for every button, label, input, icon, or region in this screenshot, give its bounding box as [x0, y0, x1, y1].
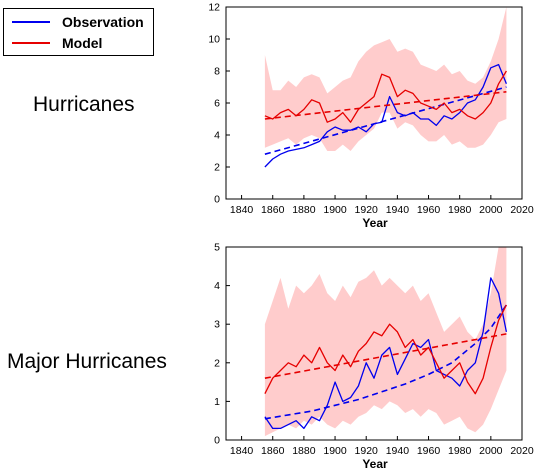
model-line [264, 304, 507, 395]
y-tick-label: 2 [214, 357, 220, 369]
observation-line [264, 277, 508, 430]
legend-swatch-observation [12, 21, 50, 23]
legend-item-model: Model [4, 33, 102, 53]
observation-trend-line [264, 304, 508, 420]
axes-frame [225, 246, 523, 441]
legend-item-observation: Observation [4, 12, 144, 32]
y-tick-label: 5 [214, 242, 220, 254]
x-tick-label: 2020 [510, 204, 534, 216]
plot-area [264, 247, 508, 437]
chart-legend: Observation Model [3, 8, 154, 56]
y-tick-label: 1 [214, 396, 220, 408]
x-tick-label: 1900 [323, 204, 347, 216]
legend-label-model: Model [62, 35, 103, 51]
x-tick-label: 1860 [261, 204, 285, 216]
x-tick-label: 1940 [386, 445, 410, 457]
x-tick-label: 1960 [417, 445, 441, 457]
legend-label-observation: Observation [62, 14, 144, 30]
x-tick-label: 1880 [292, 445, 316, 457]
x-tick-label: 1860 [261, 445, 285, 457]
x-tick-label: 2000 [479, 445, 503, 457]
model-uncertainty-band [264, 247, 507, 437]
x-tick-label: 1920 [355, 204, 379, 216]
plot-area [264, 7, 508, 168]
x-tick-label: 1840 [230, 204, 254, 216]
x-axis-label: Year [362, 216, 388, 230]
legend-swatch-model [12, 42, 50, 44]
x-tick-label: 2000 [479, 204, 503, 216]
x-tick-label: 1900 [323, 445, 347, 457]
y-tick-label: 8 [214, 66, 220, 78]
model-trend-line [264, 333, 507, 379]
model-line [264, 70, 507, 123]
y-tick-label: 4 [214, 130, 220, 142]
panel-label-major-hurricanes: Major Hurricanes [7, 350, 167, 373]
y-tick-label: 4 [214, 280, 220, 292]
y-tick-label: 0 [214, 194, 220, 206]
panel-label-hurricanes: Hurricanes [33, 93, 135, 116]
x-tick-label: 2020 [510, 445, 534, 457]
y-tick-label: 12 [208, 2, 220, 14]
x-tick-label: 1880 [292, 204, 316, 216]
y-tick-label: 0 [214, 435, 220, 447]
x-tick-label: 1980 [448, 445, 472, 457]
x-tick-label: 1980 [448, 204, 472, 216]
model-uncertainty-band [264, 7, 507, 151]
x-axis-label: Year [362, 457, 388, 471]
observation-trend-line [264, 86, 507, 155]
y-tick-label: 3 [214, 319, 220, 331]
x-tick-label: 1840 [230, 445, 254, 457]
y-tick-label: 6 [214, 98, 220, 110]
x-tick-label: 1960 [417, 204, 441, 216]
y-tick-label: 2 [214, 162, 220, 174]
x-tick-label: 1940 [386, 204, 410, 216]
model-trend-line [264, 91, 507, 120]
x-tick-label: 1920 [355, 445, 379, 457]
observation-line [264, 63, 508, 168]
chart-hurricanes: 1840 1860 1880 1900 1920 1940 1960 1980 2000 2020… [208, 2, 534, 231]
y-tick-label: 10 [208, 34, 220, 46]
chart-major-hurricanes: 1840 1860 1880 1900 1920 1940 1960 1980 2000 2020… [214, 242, 534, 472]
